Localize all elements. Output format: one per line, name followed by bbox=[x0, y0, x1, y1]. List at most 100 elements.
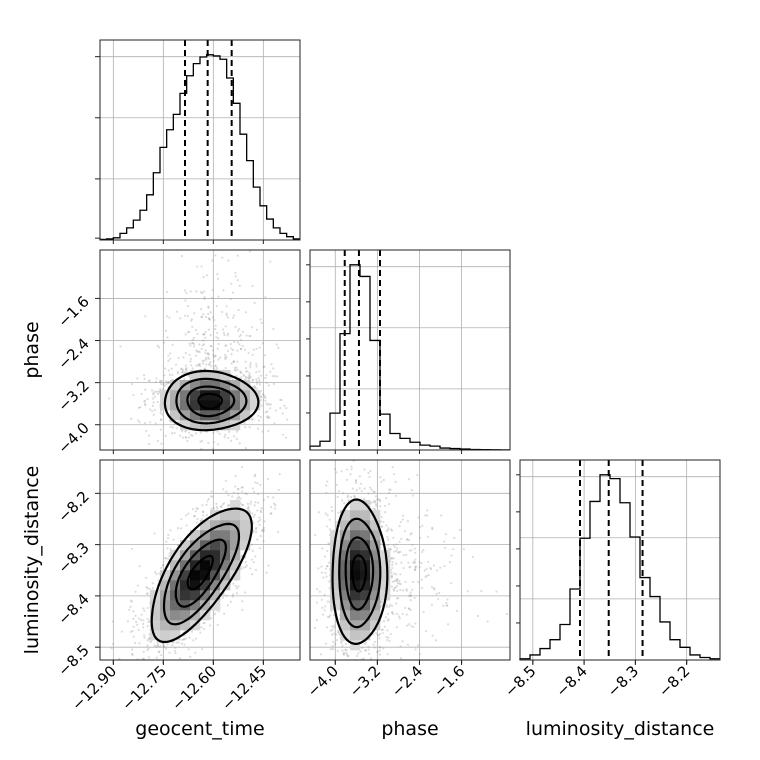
sample-point bbox=[221, 596, 225, 599]
sample-point bbox=[367, 471, 370, 475]
sample-point bbox=[233, 340, 236, 344]
sample-point bbox=[442, 604, 445, 607]
sample-point bbox=[389, 547, 392, 551]
sample-point bbox=[386, 529, 390, 532]
sample-point bbox=[169, 529, 172, 532]
sample-point bbox=[390, 575, 393, 578]
sample-point bbox=[420, 578, 423, 581]
sample-point bbox=[392, 472, 396, 476]
sample-point bbox=[130, 653, 134, 656]
sample-point bbox=[329, 614, 332, 617]
sample-point bbox=[272, 382, 276, 385]
sample-point bbox=[396, 582, 400, 585]
sample-point bbox=[418, 653, 421, 656]
sample-point bbox=[254, 555, 257, 558]
sample-point bbox=[399, 550, 402, 553]
sample-point bbox=[222, 289, 225, 292]
sample-point bbox=[211, 259, 214, 262]
hist-panel-luminosity_distance bbox=[516, 459, 721, 661]
sample-point bbox=[235, 437, 239, 441]
sample-point bbox=[170, 432, 174, 435]
sample-point bbox=[230, 353, 233, 356]
sample-point bbox=[367, 492, 370, 495]
sample-point bbox=[146, 606, 149, 610]
sample-point bbox=[404, 580, 407, 584]
sample-point bbox=[216, 366, 219, 370]
density-cell bbox=[230, 390, 241, 401]
sample-point bbox=[169, 352, 172, 355]
sample-point bbox=[201, 511, 205, 514]
sample-point bbox=[376, 498, 379, 501]
sample-point bbox=[179, 434, 182, 437]
sample-point bbox=[156, 439, 160, 443]
sample-point bbox=[185, 436, 188, 440]
sample-point bbox=[263, 395, 267, 398]
sample-point bbox=[188, 330, 191, 333]
sample-point bbox=[209, 624, 212, 627]
sample-point bbox=[183, 643, 186, 646]
sample-point bbox=[206, 352, 209, 355]
sample-point bbox=[262, 528, 265, 531]
sample-point bbox=[130, 383, 133, 386]
sample-point bbox=[243, 421, 246, 425]
sample-point bbox=[179, 317, 182, 320]
sample-point bbox=[273, 422, 276, 425]
sample-point bbox=[335, 471, 338, 474]
sample-point bbox=[412, 580, 415, 583]
sample-point bbox=[401, 612, 404, 615]
sample-point bbox=[380, 525, 383, 528]
sample-point bbox=[229, 600, 233, 603]
sample-point bbox=[146, 592, 149, 595]
sample-point bbox=[254, 501, 257, 504]
sample-point bbox=[228, 430, 231, 433]
sample-point bbox=[192, 639, 195, 642]
sample-point bbox=[249, 366, 252, 369]
sample-point bbox=[151, 397, 154, 400]
sample-point bbox=[233, 366, 236, 369]
density-cell bbox=[230, 530, 241, 541]
sample-point bbox=[421, 550, 424, 554]
sample-point bbox=[164, 329, 168, 332]
density-cell bbox=[220, 390, 231, 401]
sample-point bbox=[246, 507, 250, 510]
sample-point bbox=[410, 489, 413, 492]
sample-point bbox=[277, 488, 280, 491]
sample-point bbox=[231, 377, 234, 381]
sample-point bbox=[216, 273, 219, 276]
sample-point bbox=[387, 527, 390, 530]
sample-point bbox=[233, 368, 237, 372]
sample-point bbox=[323, 609, 326, 612]
sample-point bbox=[402, 553, 405, 557]
sample-point bbox=[188, 436, 191, 439]
sample-point bbox=[131, 547, 134, 550]
sample-point bbox=[239, 371, 242, 374]
sample-point bbox=[251, 326, 254, 329]
sample-point bbox=[378, 653, 381, 656]
sample-point bbox=[121, 663, 123, 665]
sample-point bbox=[209, 617, 213, 620]
sample-point bbox=[389, 528, 393, 531]
density-cell bbox=[200, 380, 211, 391]
density-cell bbox=[170, 550, 181, 561]
sample-point bbox=[351, 435, 353, 437]
sample-point bbox=[251, 487, 254, 490]
sample-point bbox=[184, 435, 187, 439]
contour-line bbox=[186, 385, 236, 418]
sample-point bbox=[332, 626, 335, 629]
sample-point bbox=[385, 604, 388, 607]
sample-point bbox=[248, 426, 251, 429]
sample-point bbox=[185, 524, 188, 527]
sample-point bbox=[445, 604, 448, 607]
sample-point bbox=[147, 379, 151, 382]
sample-point bbox=[221, 503, 225, 506]
sample-point bbox=[349, 661, 351, 663]
sample-point bbox=[175, 310, 179, 313]
sample-point bbox=[157, 650, 160, 654]
sample-point bbox=[269, 403, 272, 406]
sample-point bbox=[144, 315, 147, 318]
sample-point bbox=[257, 457, 259, 459]
sample-point bbox=[369, 470, 372, 473]
sample-point bbox=[231, 291, 235, 294]
sample-point bbox=[187, 374, 190, 377]
sample-point bbox=[411, 543, 414, 546]
